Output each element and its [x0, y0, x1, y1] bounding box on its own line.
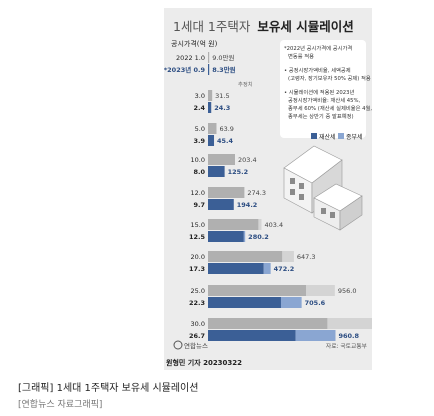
value-label-2023: 472.2	[274, 265, 295, 273]
chart-title: 1세대 1주택자 보유세 시뮬레이션	[173, 19, 354, 34]
row-label-2022: 5.0	[195, 125, 205, 133]
bar-2022-comprehensive	[327, 318, 372, 329]
bar-2022-property	[208, 154, 235, 165]
legend-label-comprehensive: 종부세	[346, 133, 363, 141]
house-illustration	[283, 145, 363, 231]
caption-source: [연합뉴스 자료그래픽]	[18, 400, 103, 410]
yonhap-logo: 연합뉴스	[173, 340, 208, 350]
chart-title-bold: 보유세 시뮬레이션	[257, 19, 353, 34]
bar-2022-property	[208, 52, 210, 63]
row-label-2023: 17.3	[189, 265, 205, 273]
value-label-2022: 203.4	[238, 156, 257, 164]
bar-2022-property	[208, 318, 328, 329]
notes-box: *2022년 공시가격에 공시가격 변동률 적용 • 공정시장가액비율, 세액공…	[280, 40, 372, 138]
value-label-2023: 280.2	[248, 233, 269, 241]
bar-2022-property	[208, 251, 283, 262]
value-label-2022: 956.0	[338, 287, 357, 295]
row-label-2023: 2.4	[193, 104, 205, 112]
row-label-2023: 22.3	[189, 299, 205, 307]
row-label-2023: *2023년 0.9	[164, 65, 205, 74]
bar-2023-property	[208, 166, 225, 177]
chart-title-light: 1세대 1주택자	[173, 19, 251, 34]
value-label-2022: 9.0만원	[212, 53, 234, 62]
bar-2022-property	[208, 187, 245, 198]
row-label-2022: 10.0	[191, 156, 205, 164]
bar-2022-property	[208, 285, 307, 296]
value-label-2022: 274.3	[247, 189, 266, 197]
value-label-2023: 125.2	[228, 168, 249, 176]
bar-2023-property	[208, 330, 296, 341]
bar-2022-property	[208, 123, 217, 134]
row-label-2023: 26.7	[189, 332, 205, 340]
bar-2023-property	[208, 64, 210, 75]
row-label-2022: 2022 1.0	[176, 54, 205, 62]
value-label-2023: 24.3	[214, 104, 230, 112]
legend-label-property: 재산세	[319, 133, 336, 141]
value-label-2023: 194.2	[237, 201, 258, 209]
legend-swatch-comprehensive	[338, 133, 344, 139]
value-label-2023: 960.8	[338, 332, 359, 340]
row-label-2023: 8.0	[193, 168, 205, 176]
row-label-2023: 12.5	[189, 233, 206, 241]
legend: 재산세 종부세	[311, 133, 363, 141]
bar-2023-property	[208, 263, 264, 274]
logo-text: 연합뉴스	[184, 341, 208, 350]
source-text: 자료: 국토교통부	[326, 342, 368, 350]
estimate-note: 추정치	[238, 80, 253, 88]
byline: 원형민 기자 20230322	[166, 358, 242, 367]
chart-card: 1세대 1주택자 보유세 시뮬레이션 공시가격(억 원) *2022년 공시가격…	[164, 8, 372, 370]
value-label-2022: 647.3	[297, 253, 316, 261]
bars-layer: 2022 1.0 *2023년 0.9 9.0만원 8.3만원 3.0 2.4 31.5 24…	[164, 52, 372, 341]
bar-2023-property	[208, 102, 212, 113]
value-label-2022: 63.9	[219, 125, 233, 133]
bar-2023-comprehensive	[263, 263, 271, 274]
row-label-2022: 30.0	[191, 320, 205, 328]
bar-2023-comprehensive	[295, 330, 336, 341]
row-label-2022: 15.0	[191, 221, 205, 229]
bar-2023-property	[208, 199, 234, 210]
bar-2023-comprehensive	[280, 297, 302, 308]
bar-2023-comprehensive	[243, 231, 246, 242]
value-label-2022: 403.4	[265, 221, 284, 229]
note-2: • 공정시장가액비율, 세액공제 (고령자, 장기보유자 50% 공제) 적용	[284, 66, 371, 82]
row-label-2022: 20.0	[191, 253, 205, 261]
value-label-2023: 45.4	[217, 137, 234, 145]
value-label-2023: 705.6	[305, 299, 326, 307]
bar-2022-comprehensive	[282, 251, 294, 262]
note-1: *2022년 공시가격에 공시가격 변동률 적용	[284, 44, 354, 60]
row-label-2022: 12.0	[191, 189, 205, 197]
bar-2023-property	[208, 231, 244, 242]
bar-2022-property	[208, 219, 259, 230]
row-label-2022: 3.0	[195, 92, 205, 100]
bar-2022-comprehensive	[306, 285, 335, 296]
row-label-2023: 3.9	[193, 137, 205, 145]
legend-swatch-property	[311, 133, 317, 139]
bar-2023-property	[208, 135, 215, 146]
row-label-2022: 25.0	[191, 287, 205, 295]
value-label-2022: 31.5	[215, 92, 229, 100]
bar-2023-property	[208, 297, 281, 308]
bar-2022-comprehensive	[258, 219, 262, 230]
caption-title: [그래픽] 1세대 1주택자 보유세 시뮬레이션	[18, 383, 199, 394]
value-label-2023: 8.3만원	[212, 65, 235, 74]
chart-svg: 1세대 1주택자 보유세 시뮬레이션 공시가격(억 원) *2022년 공시가격…	[164, 19, 372, 367]
y-axis-header: 공시가격(억 원)	[171, 39, 218, 48]
row-label-2023: 9.7	[193, 201, 205, 209]
bar-2022-property	[208, 90, 213, 101]
note-3: • 시뮬레이션에 적용된 2023년 공정시장가액비율: 재산세 45%, 종부…	[284, 88, 372, 120]
